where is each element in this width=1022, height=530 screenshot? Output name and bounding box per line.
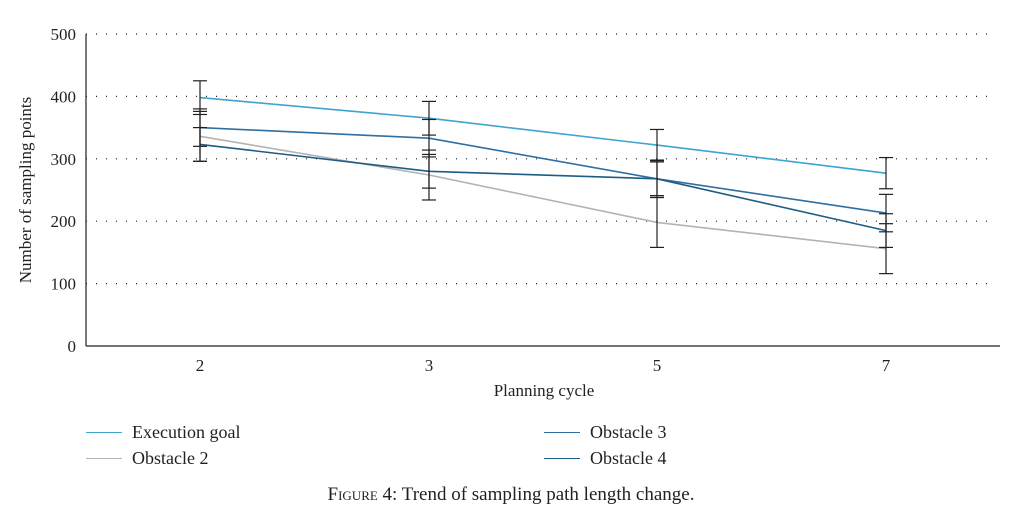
error-bar — [879, 156, 893, 190]
y-tick-labels: 0 100 200 300 400 500 — [51, 25, 77, 356]
x-tick-labels: 2 3 5 7 — [196, 356, 891, 375]
y-tick-label: 200 — [51, 212, 77, 231]
figure-caption: Figure 4: Trend of sampling path length … — [0, 484, 1022, 506]
y-tick-label: 0 — [68, 337, 77, 356]
error-bar — [422, 153, 436, 189]
error-bars — [193, 80, 893, 275]
series-line-obstacle-4 — [199, 143, 887, 232]
series-line-execution-goal — [199, 96, 887, 174]
x-tick-label: 7 — [882, 356, 891, 375]
error-bar — [193, 126, 207, 162]
y-tick-label: 400 — [51, 87, 77, 106]
y-tick-label: 100 — [51, 275, 77, 294]
series-line-obstacle-3 — [199, 126, 887, 214]
x-axis-label: Planning cycle — [494, 381, 595, 400]
y-tick-label: 300 — [51, 150, 77, 169]
x-tick-label: 5 — [653, 356, 662, 375]
error-bar — [879, 213, 893, 249]
y-tick-label: 500 — [51, 25, 77, 44]
series-lines — [199, 96, 887, 250]
axes — [85, 34, 1000, 347]
x-tick-label: 3 — [425, 356, 434, 375]
series-line-obstacle-2 — [199, 135, 887, 250]
error-bar — [650, 161, 664, 197]
caption-prefix: Figure 4: — [327, 484, 398, 505]
y-axis-label: Number of sampling points — [16, 97, 35, 284]
line-chart: 0 100 200 300 400 500 2 3 5 7 Planning cycle Num… — [16, 25, 1000, 400]
x-tick-label: 2 — [196, 356, 205, 375]
caption-text: Trend of sampling path length change. — [401, 484, 695, 505]
